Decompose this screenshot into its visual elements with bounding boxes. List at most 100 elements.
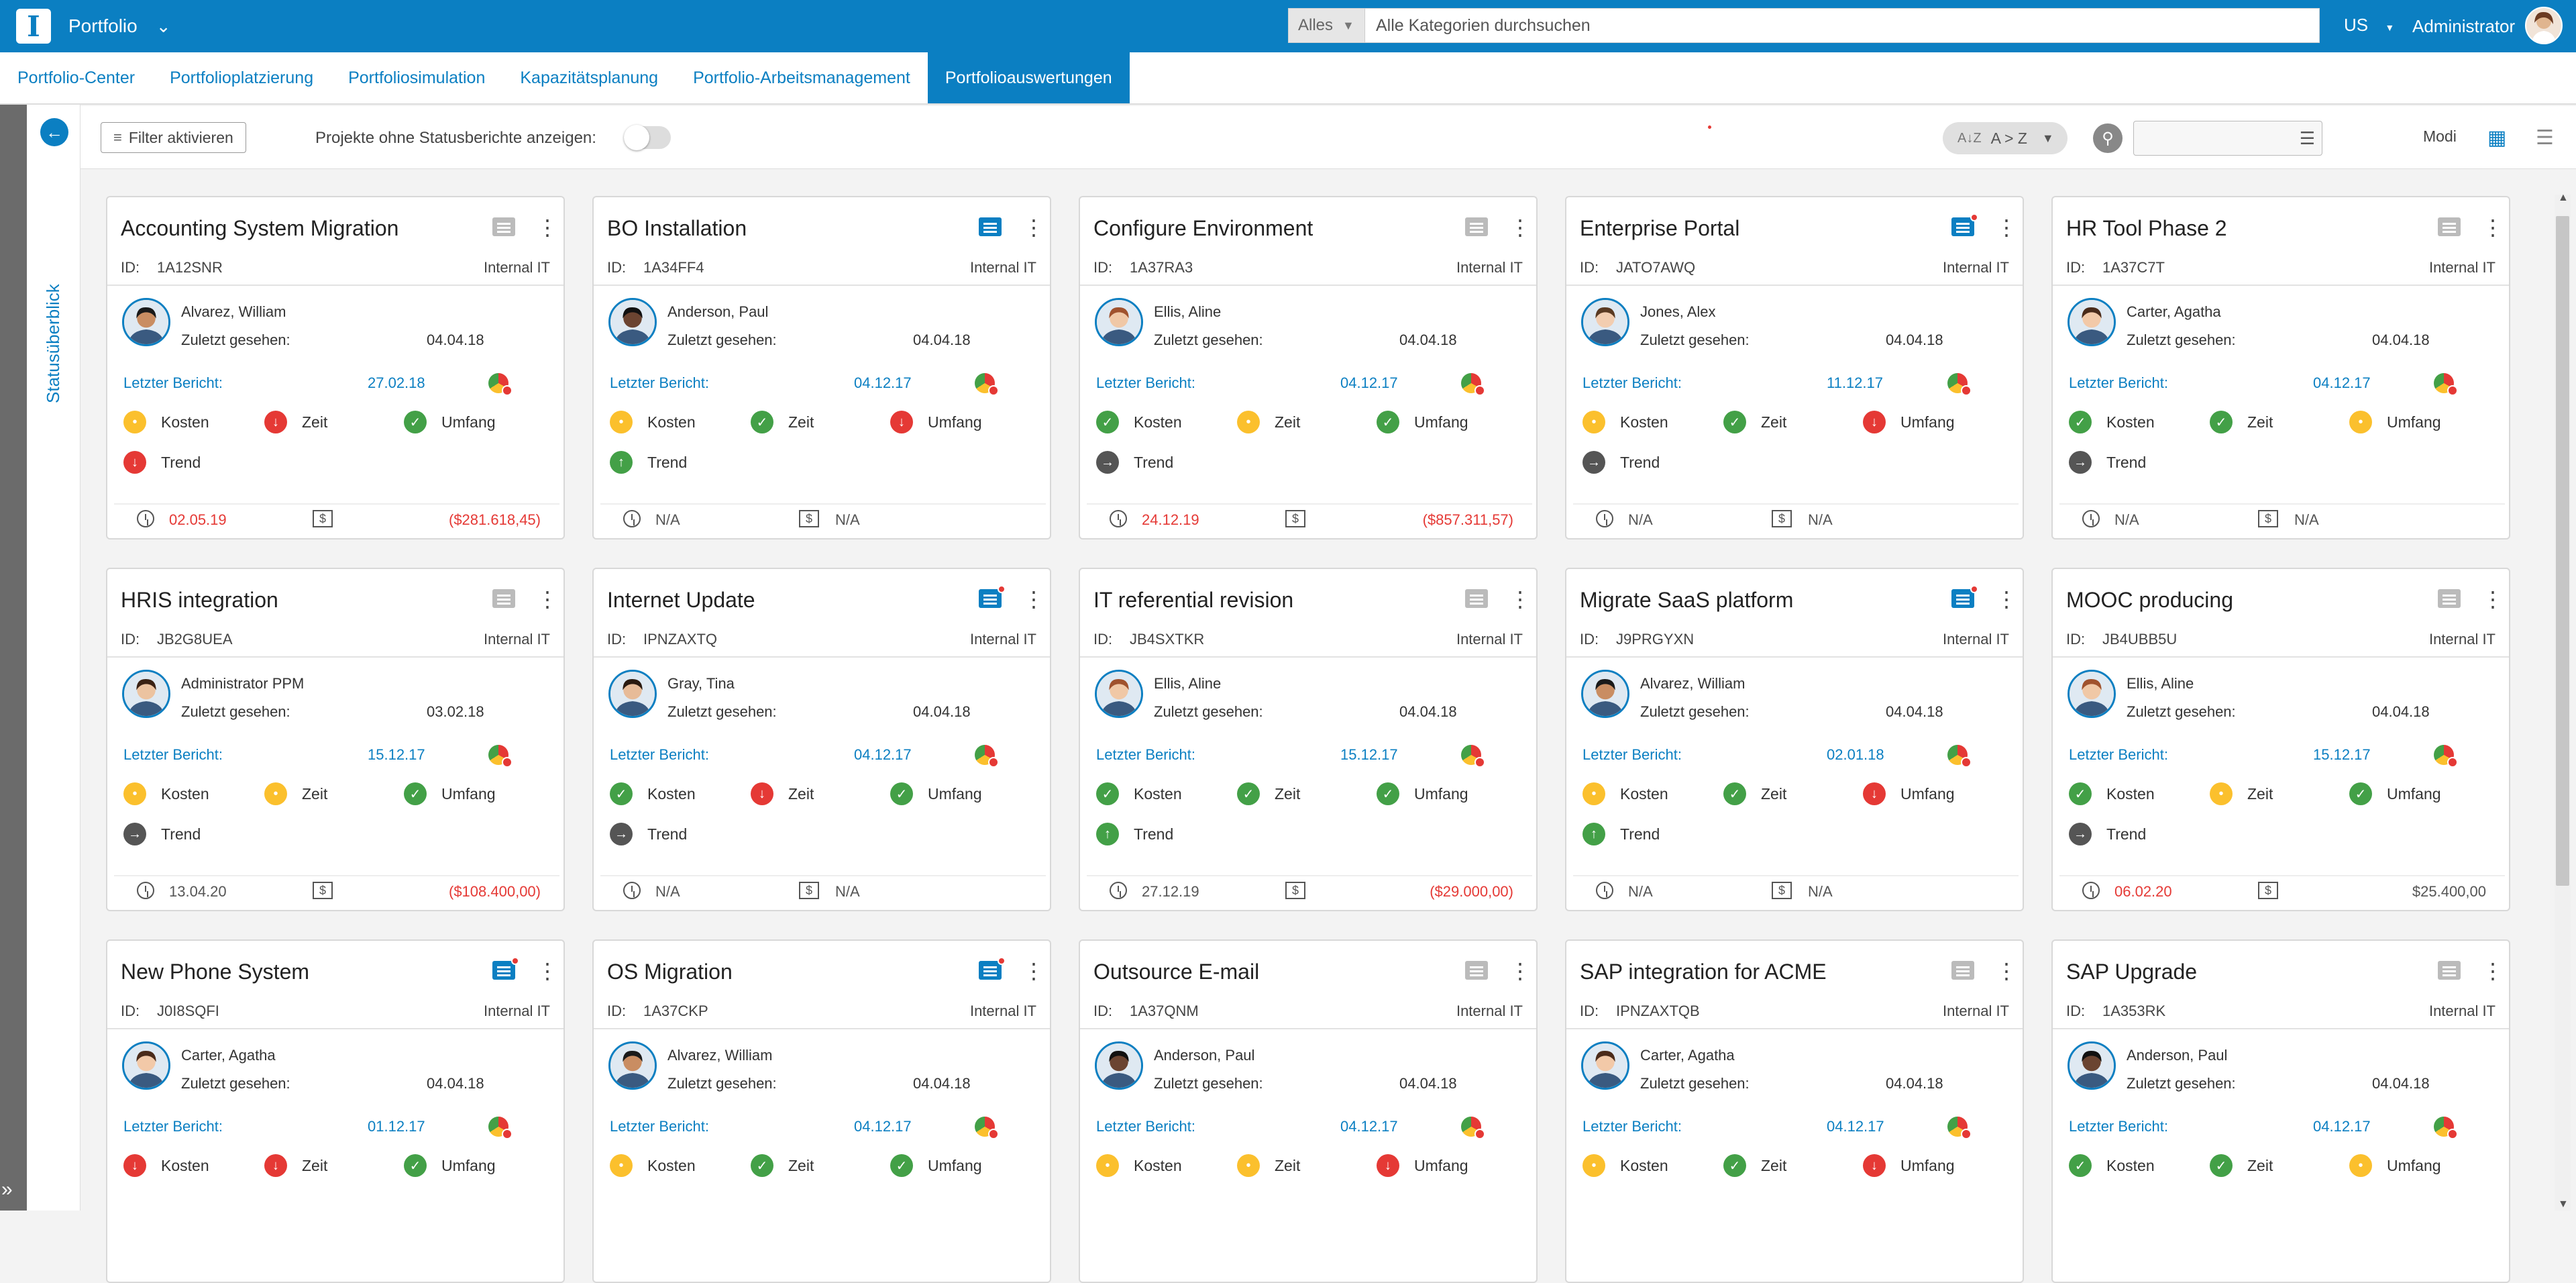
status-pie-icon[interactable] [975, 745, 999, 768]
status-report-icon[interactable] [2438, 589, 2461, 608]
last-report-label[interactable]: Letzter Bericht: [2069, 1118, 2168, 1135]
project-name[interactable]: Outsource E-mail [1093, 960, 1260, 984]
last-report-date[interactable]: 11.12.17 [1827, 374, 1884, 391]
status-report-icon[interactable] [2438, 961, 2461, 980]
last-report-date[interactable]: 15.12.17 [2313, 746, 2371, 763]
project-manager-name[interactable]: Jones, Alex [1640, 303, 1716, 320]
project-name[interactable]: Accounting System Migration [121, 216, 399, 240]
project-name[interactable]: New Phone System [121, 960, 310, 984]
status-report-icon[interactable] [1951, 961, 1974, 980]
status-pie-icon[interactable] [1461, 373, 1485, 396]
status-report-icon[interactable] [2438, 217, 2461, 236]
last-report-date[interactable]: 02.01.18 [1827, 746, 1884, 763]
last-report-label[interactable]: Letzter Bericht: [2069, 746, 2168, 763]
project-manager-name[interactable]: Carter, Agatha [1640, 1047, 1735, 1064]
status-pie-icon[interactable] [1461, 745, 1485, 768]
last-report-label[interactable]: Letzter Bericht: [123, 374, 223, 391]
status-report-icon[interactable] [1951, 213, 1978, 236]
status-report-icon[interactable] [979, 585, 1006, 608]
last-report-date[interactable]: 27.02.18 [368, 374, 425, 391]
project-manager-name[interactable]: Administrator PPM [181, 675, 305, 692]
more-options-icon[interactable]: ⋮ [1023, 215, 1044, 240]
project-manager-name[interactable]: Anderson, Paul [667, 303, 769, 320]
last-report-date[interactable]: 04.12.17 [1827, 1118, 1884, 1135]
tab-4[interactable]: Portfolio-Arbeitsmanagement [693, 68, 910, 87]
status-report-icon[interactable] [492, 957, 519, 980]
tab-2[interactable]: Portfoliosimulation [348, 68, 486, 87]
project-card[interactable]: Accounting System Migration ⋮ ID: 1A12SNR In… [106, 196, 565, 540]
project-manager-name[interactable]: Carter, Agatha [181, 1047, 276, 1064]
more-options-icon[interactable]: ⋮ [537, 215, 558, 240]
project-card[interactable]: BO Installation ⋮ ID: 1A34FF4 Internal IT And… [592, 196, 1051, 540]
project-card[interactable]: Enterprise Portal ⋮ ID: JATO7AWQ Internal IT… [1565, 196, 2024, 540]
tab-1[interactable]: Portfolioplatzierung [170, 68, 314, 87]
last-report-label[interactable]: Letzter Bericht: [610, 1118, 709, 1135]
project-name[interactable]: IT referential revision [1093, 588, 1294, 612]
more-options-icon[interactable]: ⋮ [2482, 959, 2504, 983]
tab-0[interactable]: Portfolio-Center [17, 68, 136, 87]
locale-select[interactable]: US ▼ [2344, 15, 2394, 36]
status-pie-icon[interactable] [975, 373, 999, 396]
project-manager-name[interactable]: Ellis, Aline [1154, 303, 1222, 320]
more-options-icon[interactable]: ⋮ [1996, 215, 2017, 240]
status-pie-icon[interactable] [1461, 1117, 1485, 1139]
more-options-icon[interactable]: ⋮ [1509, 215, 1531, 240]
status-report-icon[interactable] [979, 217, 1002, 236]
last-report-label[interactable]: Letzter Bericht: [123, 746, 223, 763]
project-card[interactable]: New Phone System ⋮ ID: J0I8SQFI Internal IT C… [106, 939, 565, 1283]
search-input[interactable]: Alle Kategorien durchsuchen [1376, 15, 1591, 35]
last-report-date[interactable]: 15.12.17 [1340, 746, 1398, 763]
app-switcher-chevron-icon[interactable]: ⌄ [156, 15, 171, 36]
project-name[interactable]: SAP integration for ACME [1580, 960, 1827, 984]
expand-panel-icon[interactable]: » [1, 1178, 13, 1200]
status-pie-icon[interactable] [488, 373, 513, 396]
last-report-label[interactable]: Letzter Bericht: [1096, 746, 1195, 763]
project-manager-name[interactable]: Ellis, Aline [1154, 675, 1222, 692]
sort-select[interactable]: A↓Z A > Z ▼ [1943, 122, 2068, 154]
project-name[interactable]: Configure Environment [1093, 216, 1313, 240]
status-pie-icon[interactable] [1947, 745, 1972, 768]
project-card[interactable]: SAP Upgrade ⋮ ID: 1A353RK Internal IT Anderso… [2051, 939, 2510, 1283]
project-manager-name[interactable]: Anderson, Paul [1154, 1047, 1255, 1064]
project-manager-name[interactable]: Anderson, Paul [2127, 1047, 2228, 1064]
app-logo[interactable]: I [16, 9, 51, 44]
status-pie-icon[interactable] [1947, 373, 1972, 396]
tab-5[interactable]: Portfolioauswertungen [927, 52, 1130, 103]
back-arrow-icon[interactable]: ← [40, 118, 68, 146]
more-options-icon[interactable]: ⋮ [1023, 587, 1044, 611]
last-report-date[interactable]: 04.12.17 [1340, 1118, 1398, 1135]
search-category-select[interactable]: Alles ▼ [1289, 9, 1365, 42]
filter-button[interactable]: ≡ Filter aktivieren [101, 122, 246, 153]
last-report-date[interactable]: 04.12.17 [854, 374, 912, 391]
show-projects-toggle[interactable] [624, 125, 671, 150]
project-name[interactable]: OS Migration [607, 960, 733, 984]
project-name[interactable]: Migrate SaaS platform [1580, 588, 1794, 612]
more-options-icon[interactable]: ⋮ [1996, 959, 2017, 983]
last-report-label[interactable]: Letzter Bericht: [123, 1118, 223, 1135]
project-card[interactable]: Configure Environment ⋮ ID: 1A37RA3 Internal… [1079, 196, 1538, 540]
status-pie-icon[interactable] [488, 1117, 513, 1139]
search-icon[interactable]: ⚲ [2093, 123, 2123, 153]
status-pie-icon[interactable] [2434, 373, 2458, 396]
status-report-icon[interactable] [1465, 217, 1488, 236]
last-report-label[interactable]: Letzter Bericht: [1582, 374, 1682, 391]
more-options-icon[interactable]: ⋮ [1509, 587, 1531, 611]
last-report-label[interactable]: Letzter Bericht: [1582, 746, 1682, 763]
project-manager-name[interactable]: Ellis, Aline [2127, 675, 2194, 692]
last-report-label[interactable]: Letzter Bericht: [610, 374, 709, 391]
status-pie-icon[interactable] [975, 1117, 999, 1139]
project-card[interactable]: Migrate SaaS platform ⋮ ID: J9PRGYXN Interna… [1565, 568, 2024, 911]
menu-icon[interactable]: ☰ [2299, 128, 2315, 148]
project-card[interactable]: OS Migration ⋮ ID: 1A37CKP Internal IT Alvare… [592, 939, 1051, 1283]
scroll-down-icon[interactable]: ▼ [2558, 1198, 2569, 1210]
status-report-icon[interactable] [979, 957, 1006, 980]
scrollbar-thumb[interactable] [2556, 216, 2569, 886]
last-report-date[interactable]: 04.12.17 [1340, 374, 1398, 391]
project-manager-name[interactable]: Alvarez, William [667, 1047, 773, 1064]
project-manager-name[interactable]: Carter, Agatha [2127, 303, 2221, 320]
more-options-icon[interactable]: ⋮ [2482, 215, 2504, 240]
last-report-date[interactable]: 01.12.17 [368, 1118, 425, 1135]
more-options-icon[interactable]: ⋮ [2482, 587, 2504, 611]
last-report-label[interactable]: Letzter Bericht: [1582, 1118, 1682, 1135]
project-name[interactable]: MOOC producing [2066, 588, 2233, 612]
